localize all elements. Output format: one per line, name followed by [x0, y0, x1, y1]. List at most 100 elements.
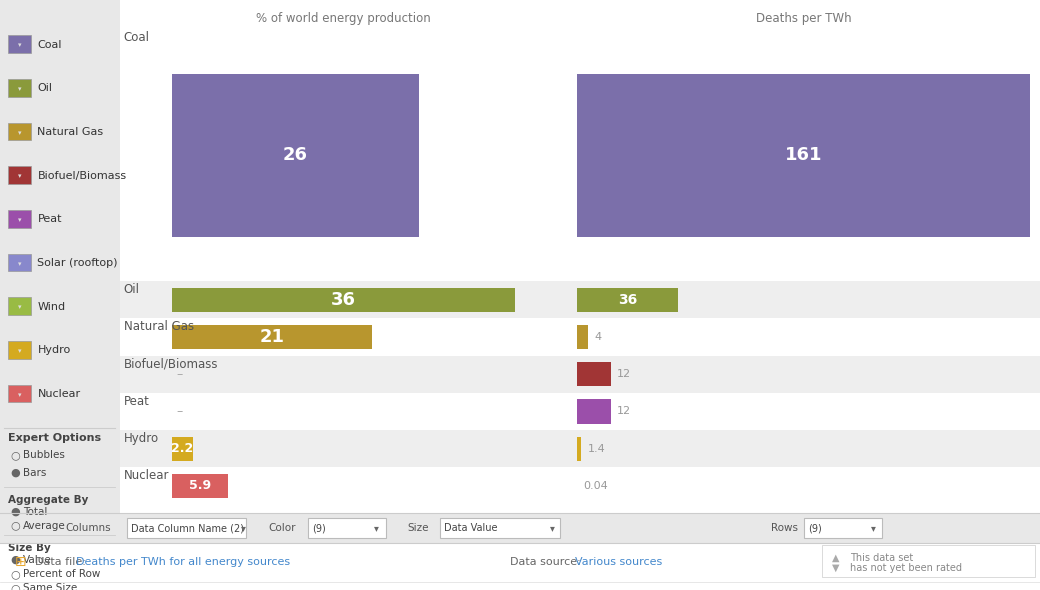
Text: ▾: ▾ — [18, 261, 22, 267]
Text: ○: ○ — [10, 569, 20, 579]
Bar — [120, 0, 1040, 513]
Bar — [822, 545, 1035, 577]
Text: Hydro: Hydro — [124, 432, 159, 445]
Bar — [120, 430, 1040, 467]
Text: Various sources: Various sources — [575, 557, 662, 566]
Text: Color: Color — [268, 523, 295, 533]
Text: ▾: ▾ — [18, 42, 22, 48]
Text: Bubbles: Bubbles — [23, 450, 64, 460]
Text: 1.4: 1.4 — [588, 444, 605, 454]
Text: Oil: Oil — [37, 84, 52, 93]
Text: ●: ● — [10, 468, 20, 477]
Text: Average: Average — [23, 521, 66, 530]
Text: 12: 12 — [617, 407, 631, 417]
Text: 161: 161 — [784, 146, 823, 165]
Bar — [8, 166, 31, 184]
Text: ○: ○ — [10, 521, 20, 530]
Text: ▼: ▼ — [832, 563, 839, 572]
Bar — [172, 474, 228, 498]
Bar — [8, 210, 31, 228]
Text: Expert Options: Expert Options — [8, 433, 102, 443]
Text: Aggregate By: Aggregate By — [8, 495, 88, 505]
Text: Data Value: Data Value — [444, 523, 497, 533]
Text: Biofuel/Biomass: Biofuel/Biomass — [37, 171, 127, 181]
Text: Peat: Peat — [37, 215, 62, 224]
Bar — [440, 518, 560, 538]
Text: Oil: Oil — [124, 283, 139, 296]
Text: Nuclear: Nuclear — [37, 389, 80, 399]
Bar — [577, 325, 589, 349]
Text: Same Size: Same Size — [23, 584, 77, 590]
Bar — [127, 518, 246, 538]
Text: Deaths per TWh for all energy sources: Deaths per TWh for all energy sources — [76, 557, 290, 566]
Text: Total: Total — [23, 507, 47, 516]
Text: 36: 36 — [618, 293, 638, 307]
Text: ▾: ▾ — [18, 392, 22, 398]
Bar — [8, 341, 31, 359]
Text: 5.9: 5.9 — [188, 479, 211, 492]
Bar — [120, 281, 1040, 319]
Bar — [172, 74, 419, 237]
Bar — [172, 437, 192, 461]
Text: ▾: ▾ — [18, 173, 22, 179]
Text: Size: Size — [408, 523, 430, 533]
Text: Solar (rooftop): Solar (rooftop) — [37, 258, 118, 268]
Bar — [308, 518, 386, 538]
Text: Data Column Name (2): Data Column Name (2) — [131, 523, 244, 533]
Bar — [8, 385, 31, 402]
Text: Coal: Coal — [124, 31, 150, 44]
Text: ▾: ▾ — [550, 523, 555, 533]
Bar — [804, 518, 882, 538]
Text: Natural Gas: Natural Gas — [124, 320, 193, 333]
Text: (9): (9) — [312, 523, 326, 533]
Text: ○: ○ — [10, 584, 20, 590]
Text: –: – — [177, 368, 183, 381]
Text: Coal: Coal — [37, 40, 62, 50]
Text: Data source:: Data source: — [510, 557, 583, 566]
Text: Nuclear: Nuclear — [124, 469, 170, 482]
Bar — [172, 325, 372, 349]
Text: ●: ● — [10, 555, 20, 565]
Text: ▾: ▾ — [870, 523, 876, 533]
Text: (9): (9) — [808, 523, 822, 533]
Bar — [577, 437, 581, 461]
Text: 12: 12 — [617, 369, 631, 379]
Bar — [577, 74, 1030, 237]
Text: ▲: ▲ — [832, 553, 839, 562]
Text: Value: Value — [23, 555, 52, 565]
Bar — [8, 123, 31, 140]
Bar — [120, 356, 1040, 393]
Text: 2.2: 2.2 — [171, 442, 193, 455]
Text: Deaths per TWh: Deaths per TWh — [756, 12, 851, 25]
Bar — [172, 288, 515, 312]
Text: Columns: Columns — [66, 523, 111, 533]
Text: Peat: Peat — [124, 395, 150, 408]
Text: 4: 4 — [595, 332, 602, 342]
Text: Wind: Wind — [37, 302, 66, 312]
Bar — [577, 362, 610, 386]
Text: ▾: ▾ — [18, 348, 22, 354]
Text: ▾: ▾ — [18, 86, 22, 92]
Text: 0.04: 0.04 — [583, 481, 608, 491]
Text: 36: 36 — [331, 291, 356, 309]
Text: Bars: Bars — [23, 468, 46, 477]
Bar — [0, 0, 120, 513]
Bar — [8, 35, 31, 53]
Text: 26: 26 — [283, 146, 308, 165]
Bar — [8, 79, 31, 97]
Text: This data set: This data set — [850, 553, 913, 562]
Text: ⊞: ⊞ — [15, 555, 26, 569]
Text: 21: 21 — [259, 328, 284, 346]
Text: ▾: ▾ — [18, 130, 22, 136]
Text: Hydro: Hydro — [37, 346, 71, 355]
Text: ▾: ▾ — [374, 523, 380, 533]
Bar — [8, 254, 31, 271]
Text: Percent of Row: Percent of Row — [23, 569, 100, 579]
Bar — [0, 513, 1040, 543]
Text: has not yet been rated: has not yet been rated — [850, 563, 962, 572]
Text: Natural Gas: Natural Gas — [37, 127, 104, 137]
Text: Rows: Rows — [771, 523, 798, 533]
Bar — [0, 543, 1040, 590]
Text: % of world energy production: % of world energy production — [256, 12, 431, 25]
Bar — [8, 297, 31, 315]
